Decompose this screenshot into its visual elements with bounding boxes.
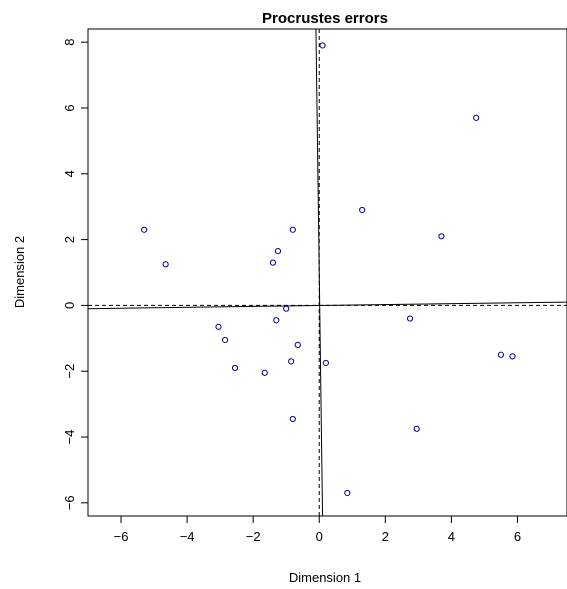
data-point: [162, 261, 169, 268]
data-point: [294, 341, 301, 348]
y-tick-label: 0: [62, 302, 77, 309]
data-point: [261, 369, 268, 376]
x-tick-label: 2: [382, 529, 389, 544]
solid-vertical-axis-line: [315, 28, 324, 517]
data-point: [269, 259, 277, 266]
data-point: [141, 226, 148, 233]
data-point: [283, 305, 290, 312]
y-tick-label: 2: [62, 236, 77, 243]
solid-horizontal-axis-line: [87, 301, 567, 310]
data-point: [322, 359, 329, 367]
data-point: [288, 358, 295, 365]
data-point: [413, 425, 420, 432]
data-point: [289, 226, 296, 233]
x-axis-label: Dimension 1: [289, 570, 361, 585]
y-tick-label: −4: [62, 430, 77, 445]
x-tick-label: −2: [246, 529, 261, 544]
data-point: [359, 206, 366, 214]
y-tick-label: 4: [62, 170, 77, 177]
y-axis: −6 −4 −2 0 2 4 6 8: [62, 39, 89, 510]
data-point: [231, 364, 239, 372]
data-point: [344, 489, 351, 497]
y-tick-label: −2: [62, 364, 77, 379]
x-tick-label: −4: [180, 529, 195, 544]
y-tick-label: 6: [62, 104, 77, 111]
data-points: [141, 42, 516, 497]
data-point: [319, 42, 326, 49]
y-tick-label: −6: [62, 495, 77, 510]
y-axis-label: Dimension 2: [12, 236, 27, 308]
data-point: [473, 114, 480, 121]
x-axis: −6 −4 −2 0 2 4 6: [114, 515, 521, 544]
data-point: [221, 336, 229, 344]
data-point: [274, 248, 282, 255]
data-point: [273, 317, 280, 324]
x-tick-label: −6: [114, 529, 129, 544]
x-tick-label: 0: [316, 529, 323, 544]
reference-axes-dashed: [88, 29, 567, 516]
data-point: [509, 353, 516, 360]
x-tick-label: 6: [514, 529, 521, 544]
data-point: [497, 351, 505, 358]
data-point: [215, 323, 222, 330]
rotated-axes-solid: [87, 28, 567, 517]
x-tick-label: 4: [448, 529, 455, 544]
data-point: [406, 315, 414, 322]
data-point: [438, 233, 445, 240]
chart-title: Procrustes errors: [262, 10, 388, 27]
plot-frame: [87, 28, 567, 517]
data-point: [289, 415, 296, 423]
y-tick-label: 8: [62, 39, 77, 46]
